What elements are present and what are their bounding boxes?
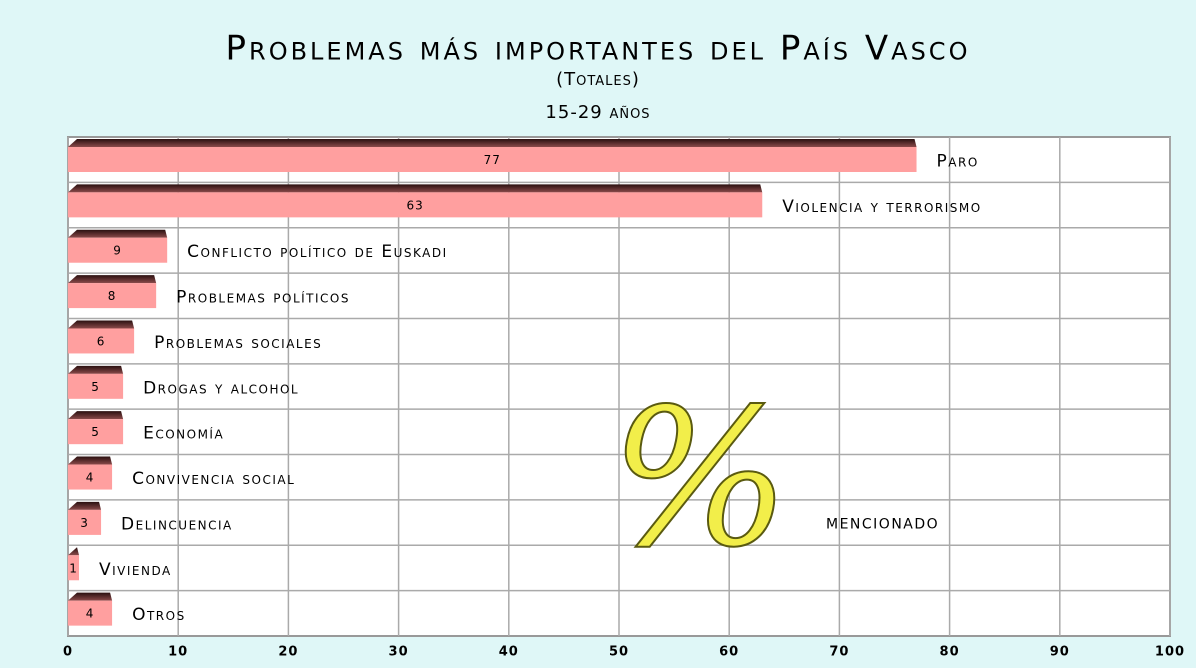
value-label: 9 bbox=[113, 244, 122, 258]
value-label: 8 bbox=[108, 289, 117, 303]
chart-title: Problemas más importantes del País Vasco bbox=[226, 29, 971, 69]
bar-top bbox=[68, 411, 123, 419]
x-tick-label: 10 bbox=[168, 645, 188, 660]
x-tick-label: 90 bbox=[1050, 645, 1070, 660]
x-tick-label: 20 bbox=[278, 645, 298, 660]
category-label: Paro bbox=[937, 152, 979, 172]
value-label: 63 bbox=[406, 198, 423, 212]
category-label: Convivencia social bbox=[132, 469, 295, 489]
x-tick-label: 80 bbox=[940, 645, 960, 660]
chart: Problemas más importantes del País Vasco… bbox=[0, 0, 1196, 668]
x-tick-label: 50 bbox=[609, 645, 629, 660]
chart-subtitle: (Totales) bbox=[556, 69, 640, 90]
bar-top bbox=[68, 366, 123, 374]
category-label: Conflicto político de Euskadi bbox=[187, 242, 448, 262]
value-label: 1 bbox=[69, 561, 78, 575]
x-tick-label: 100 bbox=[1155, 645, 1185, 660]
x-tick-label: 70 bbox=[829, 645, 849, 660]
bar-top bbox=[68, 139, 917, 147]
category-label: Delincuencia bbox=[121, 514, 233, 534]
value-label: 77 bbox=[484, 153, 501, 167]
value-label: 6 bbox=[97, 334, 106, 348]
x-tick-label: 30 bbox=[389, 645, 409, 660]
category-label: Violencia y terrorismo bbox=[782, 197, 981, 217]
value-label: 4 bbox=[86, 471, 95, 485]
category-label: Drogas y alcohol bbox=[143, 378, 299, 398]
x-tick-label: 0 bbox=[63, 645, 73, 660]
bar-top bbox=[68, 184, 762, 192]
value-label: 5 bbox=[91, 380, 100, 394]
chart-subtitle: 15-29 años bbox=[545, 102, 650, 123]
category-label: Vivienda bbox=[99, 560, 172, 580]
value-label: 3 bbox=[80, 516, 89, 530]
category-label: Problemas políticos bbox=[176, 288, 350, 308]
category-label: Otros bbox=[132, 605, 186, 625]
category-label: Economía bbox=[143, 424, 224, 444]
bar-top bbox=[68, 275, 156, 283]
value-label: 4 bbox=[86, 607, 95, 621]
annotation: mencionado bbox=[826, 510, 939, 534]
x-tick-label: 40 bbox=[499, 645, 519, 660]
category-label: Problemas sociales bbox=[154, 333, 322, 353]
annotation-symbol: % bbox=[610, 368, 791, 589]
bar-top bbox=[68, 320, 134, 328]
bar-top bbox=[68, 230, 167, 238]
value-label: 5 bbox=[91, 425, 100, 439]
x-tick-label: 60 bbox=[719, 645, 739, 660]
